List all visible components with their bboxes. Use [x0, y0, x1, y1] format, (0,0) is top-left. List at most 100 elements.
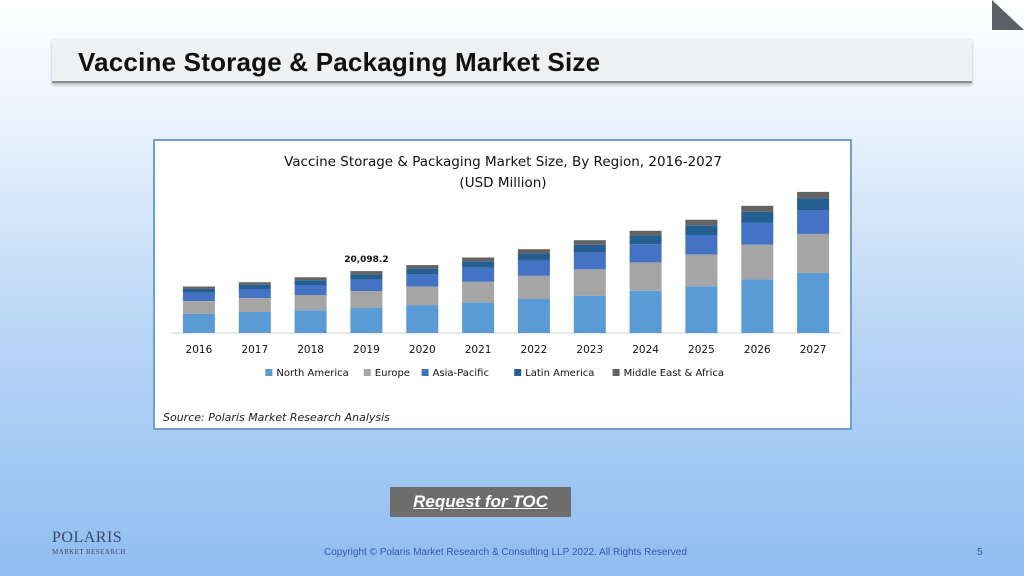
x-tick-2024: 2024: [632, 344, 659, 356]
bar-asia-pacific-2016: [182, 292, 215, 302]
page-title: Vaccine Storage & Packaging Market Size: [78, 47, 601, 77]
bar-north-america-2027: [797, 272, 830, 333]
bar-north-america-2016: [182, 313, 215, 333]
bar-north-america-2025: [685, 286, 718, 333]
bar-north-america-2019: [350, 308, 383, 333]
bar-latin-america-2018: [294, 280, 327, 286]
bar-middle-east-africa-2017: [238, 282, 271, 285]
x-tick-2027: 2027: [800, 344, 827, 356]
bar-latin-america-2016: [182, 288, 215, 293]
bar-europe-2017: [238, 298, 271, 312]
bar-europe-2024: [629, 262, 662, 291]
bar-north-america-2026: [741, 279, 774, 333]
bar-middle-east-africa-2026: [741, 205, 774, 212]
source-note: Source: Polaris Market Research Analysis: [163, 411, 390, 424]
bar-middle-east-africa-2025: [685, 219, 718, 226]
bar-asia-pacific-2027: [797, 210, 830, 234]
bar-asia-pacific-2017: [238, 289, 271, 298]
bar-latin-america-2017: [238, 284, 271, 289]
bar-latin-america-2025: [685, 225, 718, 235]
bar-north-america-2020: [406, 305, 439, 333]
legend-label-north-america: North America: [276, 368, 348, 379]
bar-latin-america-2022: [517, 253, 550, 261]
bar-europe-2025: [685, 254, 718, 287]
x-tick-2023: 2023: [576, 344, 603, 356]
bar-europe-2027: [797, 233, 830, 273]
bar-latin-america-2020: [406, 268, 439, 275]
bar-asia-pacific-2021: [462, 267, 495, 282]
logo-sub-text: MARKET RESEARCH: [52, 548, 126, 556]
x-tick-2019: 2019: [353, 344, 380, 356]
bar-north-america-2023: [573, 295, 606, 333]
annotation-2019: 20,098.2: [344, 255, 388, 265]
x-tick-2021: 2021: [465, 344, 492, 356]
bar-europe-2026: [741, 244, 774, 280]
bar-middle-east-africa-2023: [573, 240, 606, 245]
legend-label-latin-america: Latin America: [525, 368, 594, 379]
bar-europe-2019: [350, 291, 383, 308]
bars-group: [182, 191, 830, 333]
legend-label-europe: Europe: [375, 368, 410, 379]
bar-asia-pacific-2025: [685, 234, 718, 255]
bar-europe-2022: [517, 275, 550, 299]
bar-asia-pacific-2018: [294, 285, 327, 295]
bar-latin-america-2023: [573, 244, 606, 253]
bar-asia-pacific-2019: [350, 279, 383, 291]
bar-middle-east-africa-2024: [629, 230, 662, 236]
bar-asia-pacific-2023: [573, 252, 606, 270]
bar-middle-east-africa-2021: [462, 257, 495, 262]
polaris-logo: POLARIS MARKET RESEARCH: [52, 530, 132, 560]
legend-swatch-europe: [363, 369, 371, 376]
bar-latin-america-2027: [797, 198, 830, 210]
legend-swatch-middle-east-africa: [612, 369, 620, 376]
bar-latin-america-2026: [741, 211, 774, 223]
x-tick-2022: 2022: [521, 344, 548, 356]
bar-middle-east-africa-2019: [350, 271, 383, 275]
bar-europe-2018: [294, 295, 327, 311]
x-tick-2025: 2025: [688, 344, 715, 356]
bar-north-america-2018: [294, 310, 327, 333]
x-tick-2018: 2018: [297, 344, 324, 356]
x-tick-2020: 2020: [409, 344, 436, 356]
bar-middle-east-africa-2016: [182, 286, 215, 289]
stacked-bar-chart: Vaccine Storage & Packaging Market Size,…: [171, 154, 841, 379]
bar-north-america-2022: [517, 299, 550, 333]
bar-latin-america-2019: [350, 274, 383, 280]
chart-frame: Vaccine Storage & Packaging Market Size,…: [153, 139, 852, 430]
page-number: 5: [977, 547, 983, 558]
bar-middle-east-africa-2020: [406, 265, 439, 269]
x-tick-2016: 2016: [186, 344, 213, 356]
x-tick-2026: 2026: [744, 344, 771, 356]
bar-middle-east-africa-2018: [294, 277, 327, 281]
chart-title: Vaccine Storage & Packaging Market Size,…: [284, 154, 722, 170]
legend-swatch-north-america: [265, 369, 273, 376]
title-bar: Vaccine Storage & Packaging Market Size: [52, 39, 972, 83]
bar-asia-pacific-2020: [406, 274, 439, 287]
bar-north-america-2024: [629, 290, 662, 333]
bar-europe-2023: [573, 269, 606, 296]
bar-north-america-2021: [462, 302, 495, 333]
request-toc-button[interactable]: Request for TOC: [390, 487, 571, 517]
x-tick-labels: 2016 2017 2018 2019 2020 2021 2022 2023 2024 2025…: [186, 344, 827, 356]
bar-asia-pacific-2022: [517, 260, 550, 276]
legend: North America Europe Asia-Pacific Latin Ame…: [265, 368, 724, 379]
legend-label-middle-east-africa: Middle East & Africa: [624, 368, 724, 379]
legend-swatch-latin-america: [514, 369, 522, 376]
bar-middle-east-africa-2027: [797, 191, 830, 199]
x-tick-2017: 2017: [241, 344, 268, 356]
bar-asia-pacific-2026: [741, 222, 774, 245]
legend-label-asia-pacific: Asia-Pacific: [433, 368, 489, 379]
bar-europe-2021: [462, 281, 495, 303]
corner-triangle-icon: [992, 0, 1024, 30]
bar-latin-america-2021: [462, 261, 495, 268]
copyright-text: Copyright © Polaris Market Research & Co…: [324, 547, 687, 558]
bar-north-america-2017: [238, 312, 271, 333]
bar-europe-2020: [406, 286, 439, 306]
bar-latin-america-2024: [629, 235, 662, 245]
logo-main-text: POLARIS: [52, 529, 123, 546]
legend-swatch-asia-pacific: [421, 369, 429, 376]
annotations: 20,098.2: [344, 255, 388, 265]
bar-europe-2016: [182, 301, 215, 314]
bar-asia-pacific-2024: [629, 244, 662, 263]
chart-subtitle: (USD Million): [459, 175, 546, 191]
